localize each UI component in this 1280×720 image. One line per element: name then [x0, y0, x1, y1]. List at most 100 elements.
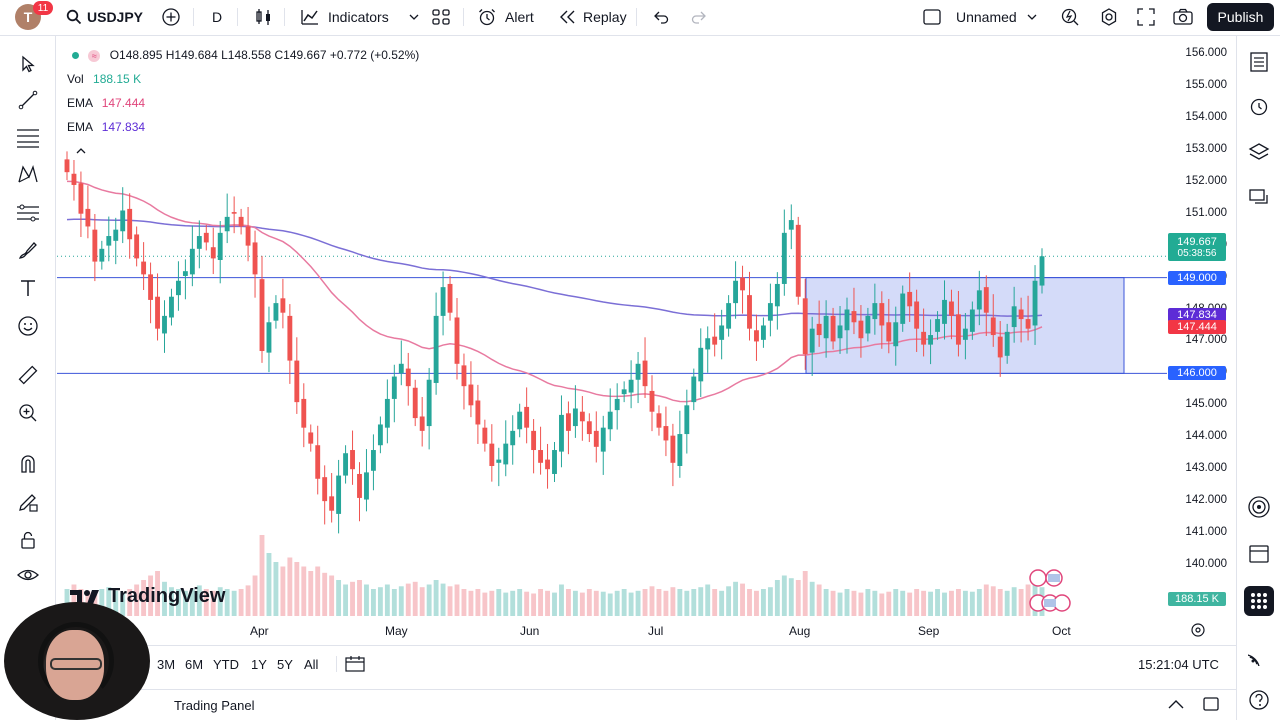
- volume-bar: [294, 562, 300, 616]
- candle: [990, 294, 996, 347]
- candle: [858, 305, 864, 358]
- pattern-tool[interactable]: [16, 162, 40, 186]
- candle: [788, 204, 794, 250]
- calendar-button[interactable]: [1247, 541, 1271, 565]
- chats-button[interactable]: [1247, 186, 1271, 210]
- candle-body: [1039, 256, 1045, 286]
- compare-symbol-button[interactable]: [161, 4, 181, 30]
- settings-button[interactable]: [1099, 4, 1119, 30]
- legend-ema-fast[interactable]: EMA 147.444: [67, 96, 145, 110]
- quick-search-button[interactable]: [1060, 4, 1080, 30]
- range-3m-button[interactable]: 3M: [157, 657, 176, 672]
- candle: [217, 221, 223, 284]
- candle-body: [315, 445, 321, 479]
- price-chart[interactable]: [57, 40, 1167, 620]
- ideas-button[interactable]: [1247, 495, 1271, 519]
- candle: [280, 278, 286, 329]
- candle: [155, 273, 160, 341]
- alerts-panel-button[interactable]: [1247, 94, 1271, 118]
- volume-bar: [433, 580, 439, 616]
- fullscreen-icon: [1137, 8, 1155, 26]
- candle-body: [572, 408, 578, 427]
- collapse-panel-button[interactable]: [1168, 697, 1184, 715]
- candle: [976, 270, 982, 326]
- projection-tool[interactable]: [16, 201, 40, 225]
- candle-body: [343, 453, 349, 476]
- publish-button[interactable]: Publish: [1207, 3, 1274, 31]
- undo-button[interactable]: [652, 4, 670, 30]
- maximize-panel-button[interactable]: [1202, 696, 1220, 717]
- scale-settings-button[interactable]: [1190, 622, 1206, 643]
- brush-tool[interactable]: [16, 238, 40, 262]
- candle: [844, 297, 850, 354]
- range-ytd-button[interactable]: YTD: [213, 657, 239, 672]
- legend-volume[interactable]: Vol 188.15 K: [67, 72, 141, 86]
- magnet-tool[interactable]: [16, 452, 40, 476]
- indicators-button[interactable]: Indicators: [300, 4, 419, 30]
- cursor-tool[interactable]: [16, 52, 40, 76]
- volume-bar: [1004, 590, 1010, 616]
- candle: [447, 275, 453, 321]
- volume-value: 188.15 K: [93, 72, 142, 86]
- toolbar-divider: [237, 8, 238, 26]
- candle: [231, 196, 237, 234]
- streams-button[interactable]: [1247, 643, 1271, 667]
- candle-body: [210, 247, 216, 259]
- candle: [767, 283, 773, 337]
- products-button[interactable]: [1244, 586, 1274, 616]
- symbol-search-button[interactable]: USDJPY: [66, 4, 143, 30]
- snapshot-button[interactable]: [1172, 4, 1194, 30]
- pencil-lock-icon: [19, 494, 38, 512]
- range-1y-button[interactable]: 1Y: [251, 657, 267, 672]
- redo-button[interactable]: [690, 4, 708, 30]
- chart-type-button[interactable]: [255, 4, 273, 30]
- fib-tool[interactable]: [16, 126, 40, 150]
- stay-in-drawing-tool[interactable]: [16, 490, 40, 514]
- economic-events-icons[interactable]: [1026, 568, 1076, 614]
- candle-body: [85, 208, 91, 227]
- replay-button[interactable]: Replay: [558, 4, 627, 30]
- candle-body: [559, 414, 564, 452]
- object-tree-button[interactable]: [1247, 140, 1271, 164]
- measure-tool[interactable]: [16, 363, 40, 387]
- interval-button[interactable]: D: [212, 4, 222, 30]
- trend-line-tool[interactable]: [16, 88, 40, 112]
- price-scale-label: 147.000: [1185, 334, 1227, 347]
- emoji-tool[interactable]: [16, 314, 40, 338]
- alert-button[interactable]: Alert: [477, 4, 534, 30]
- candle: [370, 434, 376, 491]
- fullscreen-button[interactable]: [1136, 4, 1156, 30]
- zoom-tool[interactable]: [16, 401, 40, 425]
- candle: [71, 154, 77, 201]
- lock-drawings-tool[interactable]: [16, 528, 40, 552]
- price-scale[interactable]: 156.000 155.000 154.000 153.000 152.000 151.0…: [1167, 40, 1235, 620]
- volume-bar: [1018, 589, 1024, 616]
- candle-body: [607, 411, 613, 430]
- volume-bar: [837, 592, 843, 616]
- range-all-button[interactable]: All: [304, 657, 319, 672]
- candle-body: [830, 315, 836, 342]
- hide-drawings-tool[interactable]: [16, 563, 40, 587]
- candle-body: [962, 328, 968, 340]
- layout-button[interactable]: Unnamed: [922, 4, 1037, 30]
- legend-symbol-row[interactable]: ≈ O148.895 H149.684 L148.558 C149.667 +0…: [72, 48, 419, 62]
- templates-button[interactable]: [431, 4, 451, 30]
- candle-body: [942, 299, 947, 324]
- range-5y-button[interactable]: 5Y: [277, 657, 293, 672]
- candle-body: [175, 280, 181, 296]
- range-6m-button[interactable]: 6M: [185, 657, 204, 672]
- help-button[interactable]: [1247, 688, 1271, 712]
- avatar-letter: T: [23, 9, 33, 25]
- candle: [287, 304, 293, 384]
- go-to-date-button[interactable]: [345, 655, 365, 678]
- ema-slow-label: EMA: [67, 120, 93, 134]
- watchlist-button[interactable]: [1247, 50, 1271, 74]
- level-upper-tag: 149.000: [1168, 270, 1226, 285]
- collapse-legend-button[interactable]: [68, 142, 94, 160]
- trading-panel-tab[interactable]: Trading Panel: [174, 698, 255, 713]
- volume-bar: [886, 591, 892, 616]
- text-tool[interactable]: [16, 276, 40, 300]
- ema-fast-tag-value: 147.444: [1177, 321, 1217, 334]
- legend-ema-slow[interactable]: EMA 147.834: [67, 120, 145, 134]
- timezone-clock[interactable]: 15:21:04 UTC: [1138, 657, 1219, 672]
